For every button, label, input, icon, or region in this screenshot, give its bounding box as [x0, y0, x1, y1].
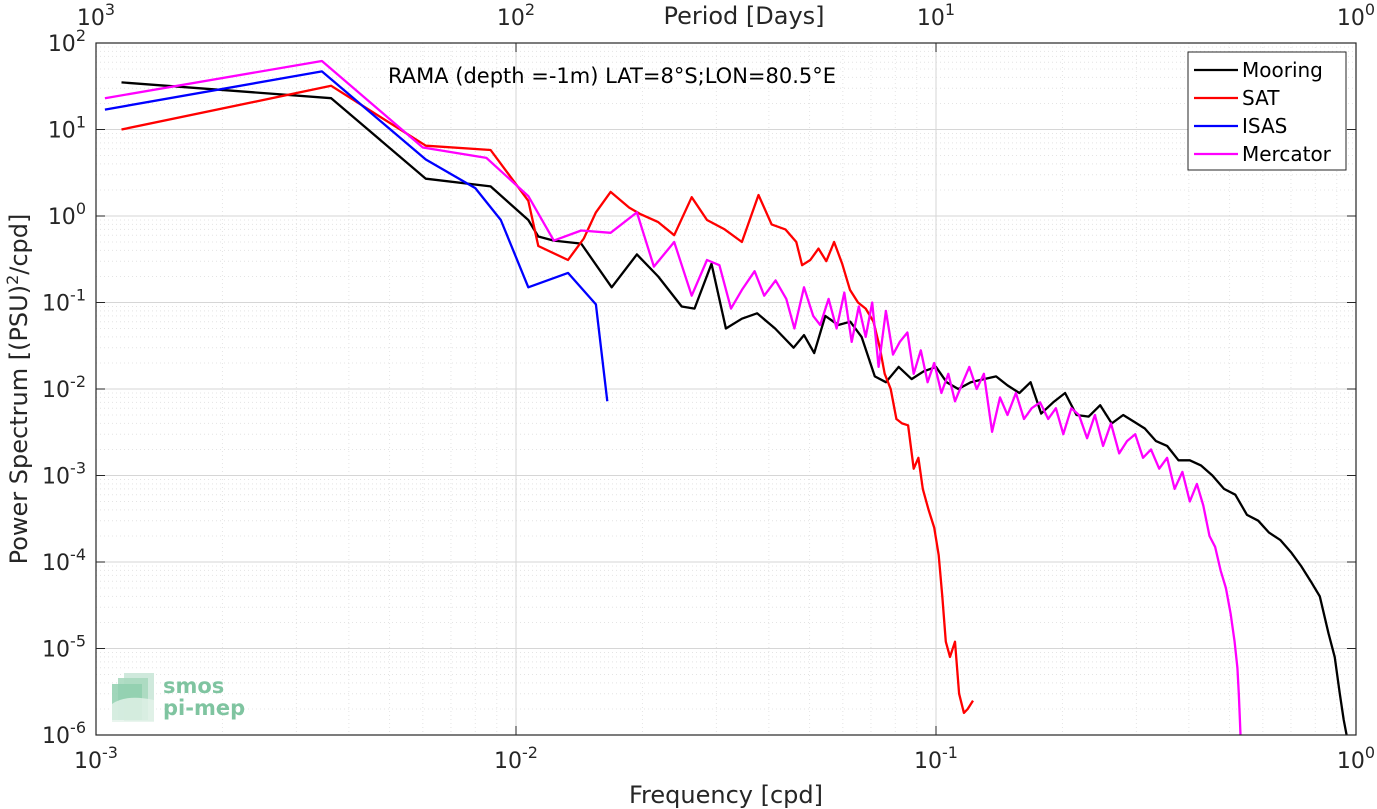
top-axis-title: Period [Days] — [663, 2, 824, 30]
x-tick-label-base: 10 — [914, 749, 942, 774]
top-tick-label-exponent: 1 — [945, 0, 955, 19]
x-tick-label-exponent: -1 — [942, 743, 958, 762]
y-tick-label-exponent: -3 — [70, 459, 86, 478]
y-tick-label: 10-5 — [42, 632, 86, 663]
top-tick-label-exponent: 0 — [1365, 0, 1375, 19]
y-tick-label-exponent: 2 — [76, 26, 86, 45]
x-tick-label-exponent: -3 — [102, 743, 118, 762]
chart-title: RAMA (depth =-1m) LAT=8°S;LON=80.5°E — [388, 64, 836, 88]
legend: Mooring SAT ISAS Mercator — [1187, 51, 1347, 171]
y-tick-label: 10-4 — [42, 545, 86, 576]
series-lines — [104, 59, 1348, 736]
x-tick-label: 100 — [1337, 743, 1375, 774]
y-tick-label-exponent: -5 — [70, 632, 86, 651]
top-tick-label: 103 — [77, 0, 115, 31]
legend-label: Mercator — [1242, 142, 1332, 166]
x-tick-label-base: 10 — [1337, 749, 1365, 774]
legend-box — [1187, 51, 1347, 171]
y-tick-label-base: 10 — [48, 32, 76, 57]
x-tick-label: 10-1 — [914, 743, 958, 774]
y-tick-label-base: 10 — [42, 638, 70, 663]
x-tick-label-base: 10 — [494, 749, 522, 774]
logo-mark-icon — [112, 673, 154, 722]
x-tick-label: 10-2 — [494, 743, 538, 774]
y-tick-label-exponent: 0 — [76, 199, 86, 218]
y-tick-label: 101 — [48, 113, 86, 144]
series-line-isas — [104, 70, 609, 402]
legend-label: Mooring — [1242, 58, 1323, 82]
y-tick-label-exponent: -2 — [70, 372, 86, 391]
x-tick-label-exponent: 0 — [1365, 743, 1375, 762]
top-tick-label: 100 — [1337, 0, 1375, 31]
series-line-sat — [121, 84, 974, 715]
top-tick-label-exponent: 2 — [525, 0, 535, 19]
top-tick-label: 102 — [497, 0, 535, 31]
y-tick-label: 100 — [48, 199, 86, 230]
series-line-mooring — [121, 81, 1348, 736]
y-axis-title-sup: 2 — [3, 275, 22, 285]
y-axis-title-tail: /cpd] — [5, 214, 33, 275]
legend-label: ISAS — [1242, 114, 1287, 138]
y-tick-label-base: 10 — [48, 119, 76, 144]
top-tick-label-base: 10 — [497, 6, 525, 31]
x-tick-label-exponent: -2 — [522, 743, 538, 762]
y-tick-label-exponent: -4 — [70, 545, 86, 564]
y-tick-label-exponent: -6 — [70, 718, 86, 737]
series-line-mercator — [104, 59, 1242, 736]
y-tick-label: 10-6 — [42, 718, 86, 749]
top-tick-label-base: 10 — [77, 6, 105, 31]
y-tick-label-exponent: 1 — [76, 113, 86, 132]
top-tick-label-base: 10 — [1337, 6, 1365, 31]
y-tick-label: 10-1 — [42, 286, 86, 317]
y-axis-title-main: Power Spectrum [(PSU) — [5, 285, 33, 564]
grid — [95, 42, 1357, 736]
y-tick-label: 10-3 — [42, 459, 86, 490]
y-tick-label-base: 10 — [42, 378, 70, 403]
smos-pimep-logo: smos pi-mep — [112, 673, 245, 722]
y-tick-label-base: 10 — [42, 292, 70, 317]
legend-label: SAT — [1242, 86, 1280, 110]
top-tick-label-exponent: 3 — [105, 0, 115, 19]
x-tick-label-base: 10 — [74, 749, 102, 774]
y-tick-label-base: 10 — [42, 724, 70, 749]
logo-text-smos: smos — [163, 674, 224, 698]
top-tick-label-base: 10 — [917, 6, 945, 31]
x-axis-title: Frequency [cpd] — [629, 781, 823, 809]
y-tick-label-base: 10 — [42, 465, 70, 490]
y-tick-label-base: 10 — [48, 205, 76, 230]
y-tick-label: 10-2 — [42, 372, 86, 403]
y-axis-title: Power Spectrum [(PSU)2/cpd] — [3, 214, 33, 565]
y-tick-label: 102 — [48, 26, 86, 57]
top-tick-label: 101 — [917, 0, 955, 31]
y-tick-label-exponent: -1 — [70, 286, 86, 305]
x-tick-label: 10-3 — [74, 743, 118, 774]
y-tick-label-base: 10 — [42, 551, 70, 576]
logo-text-pimep: pi-mep — [163, 696, 245, 720]
